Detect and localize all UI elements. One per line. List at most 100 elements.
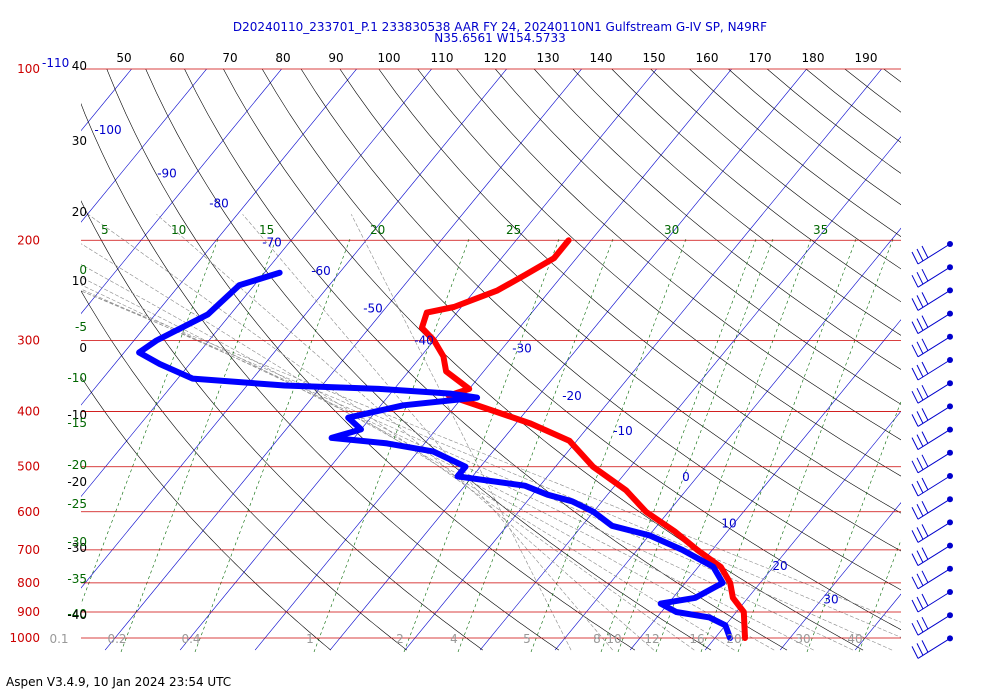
moist-adiabat: [81, 276, 814, 651]
left-scale-label: 30: [72, 134, 87, 148]
theta-label: 160: [696, 51, 719, 65]
isotherm-line: [0, 43, 3, 650]
isotherm-label: 30: [823, 593, 838, 607]
wind-barb-flag: [911, 646, 919, 659]
wind-barb-flag: [911, 251, 919, 265]
moist-adiabat: [242, 214, 613, 651]
wind-barb-flag: [921, 268, 929, 282]
isotherm-line: [629, 319, 901, 651]
wind-barb-flag: [911, 553, 919, 566]
wind-barb-flag: [921, 500, 929, 514]
dry-adiabat: [805, 69, 901, 143]
dry-adiabat: [300, 69, 901, 591]
dry-adiabat: [533, 69, 901, 370]
dry-adiabat: [81, 200, 483, 651]
wind-barb-flag: [911, 437, 919, 450]
mixing-ratio-line: [737, 238, 894, 652]
isotherm-label: -40: [414, 334, 434, 348]
dry-adiabat: [456, 69, 901, 441]
isotherm-line: [329, 69, 807, 651]
isotherm-line: [779, 502, 901, 651]
wind-barb-flag: [921, 292, 929, 305]
isotherm-line: [104, 69, 582, 651]
wind-barb: [911, 635, 953, 659]
wind-barb-flag: [911, 599, 919, 613]
wind-barb: [911, 287, 953, 311]
wind-barb-flag: [911, 530, 919, 543]
isotherm-label: 10: [721, 517, 736, 531]
isotherm-line: [179, 69, 657, 651]
wind-barb-flag: [911, 506, 919, 520]
wind-barb-flag: [911, 321, 919, 334]
mixing-ratio-line: [700, 238, 857, 652]
moist-adiabat: [87, 214, 695, 651]
wind-barb-flag: [916, 480, 924, 494]
footer-version: Aspen V3.4.9, 10 Jan 2024 23:54 UTC: [6, 675, 232, 689]
wind-barb-flag: [921, 640, 929, 653]
wind-barb-flag: [916, 248, 924, 262]
wind-barb-flag: [911, 622, 919, 636]
wind-barb-flag: [911, 298, 919, 311]
left-scale-label: -40: [67, 608, 87, 622]
pressure-label: 200: [17, 233, 40, 247]
isotherm-line: [81, 69, 207, 223]
isotherm-line: [81, 69, 507, 589]
theta-label: 110: [431, 51, 454, 65]
isobars: [81, 68, 901, 639]
wind-barb-flag: [921, 245, 929, 259]
wind-barb-flag: [921, 431, 929, 444]
wind-barb-flag: [916, 596, 924, 610]
wind-barb-flag: [916, 271, 924, 285]
wind-barb-flag: [916, 434, 924, 447]
pressure-label: 700: [17, 543, 40, 557]
wind-barb: [911, 380, 953, 404]
theta-label: 170: [749, 51, 772, 65]
chart-subtitle: N35.6561 W154.5733: [434, 31, 566, 45]
left-scale-label: -10: [67, 371, 87, 385]
isotherm-label: -30: [512, 342, 532, 356]
left-scale-label: -30: [67, 541, 87, 555]
chart-title: D20240110_233701_P.1 233830538 AAR FY 24…: [232, 20, 768, 34]
wind-barb-flag: [911, 576, 919, 590]
theta-label: 130: [537, 51, 560, 65]
theta-label: 120: [484, 51, 507, 65]
mixing-ratio-line: [806, 400, 901, 652]
dry-adiabat: [494, 69, 901, 405]
dry-adiabat: [650, 69, 901, 270]
wind-barb: [911, 357, 953, 381]
pressure-label: 800: [17, 576, 40, 590]
theta-label: 50: [116, 51, 131, 65]
mixing-ratio-label: 0.2: [107, 632, 126, 646]
theta-label: 190: [855, 51, 878, 65]
wind-barb-flag: [916, 619, 924, 633]
left-scale-label: -25: [67, 497, 87, 511]
pressure-label-extra: -110: [42, 56, 69, 70]
dry-adiabat: [378, 69, 901, 514]
moist-adiabat: [81, 290, 901, 623]
isotherm-line: [81, 69, 432, 498]
mixing-ratio-label: 40: [847, 632, 862, 646]
left-scale-label: 0: [79, 263, 87, 277]
mixing-ratio-label: 16: [689, 632, 704, 646]
pressure-label: 500: [17, 460, 40, 474]
wind-barb-flag: [911, 460, 919, 474]
wind-barb-flag: [916, 411, 924, 424]
wind-barb-flag: [921, 315, 929, 328]
wind-barb: [911, 241, 953, 265]
moist-adiabat: [81, 264, 775, 651]
isotherm-line: [81, 69, 282, 315]
theta-label: 60: [169, 51, 184, 65]
left-scale-label: -10: [67, 408, 87, 422]
dry-adiabat: [611, 69, 901, 303]
dry-adiabat: [889, 43, 1000, 650]
left-scale-label: -20: [67, 475, 87, 489]
mixing-ratio-label: 20: [726, 632, 741, 646]
wind-barbs: [911, 241, 953, 659]
moist-adiabat-label: 15: [259, 223, 274, 237]
wind-barb: [911, 496, 953, 520]
wind-barb: [911, 403, 953, 427]
dewpoint-profile: [136, 269, 733, 641]
pressure-label: 400: [17, 405, 40, 419]
